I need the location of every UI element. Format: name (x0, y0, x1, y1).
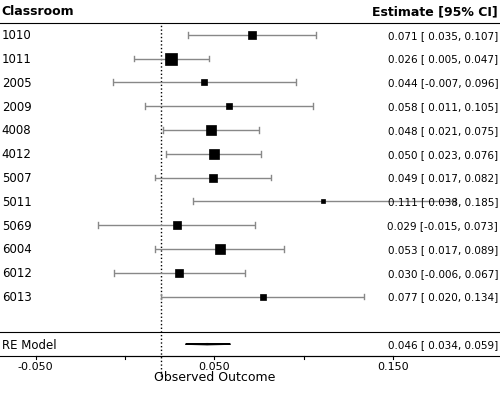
Text: 5011: 5011 (2, 195, 32, 208)
Text: 0.050: 0.050 (198, 361, 230, 371)
Text: 6004: 6004 (2, 243, 32, 256)
Text: 0.071 [ 0.035, 0.107]: 0.071 [ 0.035, 0.107] (388, 31, 498, 40)
Text: 0.044 [-0.007, 0.096]: 0.044 [-0.007, 0.096] (388, 78, 498, 88)
Text: 5069: 5069 (2, 219, 32, 232)
Text: 0.058 [ 0.011, 0.105]: 0.058 [ 0.011, 0.105] (388, 102, 498, 112)
Text: 0.046 [ 0.034, 0.059]: 0.046 [ 0.034, 0.059] (388, 339, 498, 349)
Text: 0.030 [-0.006, 0.067]: 0.030 [-0.006, 0.067] (388, 268, 498, 278)
Text: 0.111 [ 0.038, 0.185]: 0.111 [ 0.038, 0.185] (388, 197, 498, 207)
Text: 4008: 4008 (2, 124, 32, 137)
Text: 0.053 [ 0.017, 0.089]: 0.053 [ 0.017, 0.089] (388, 244, 498, 254)
Text: 2005: 2005 (2, 77, 32, 90)
Text: Observed Outcome: Observed Outcome (154, 370, 275, 383)
Text: 0.048 [ 0.021, 0.075]: 0.048 [ 0.021, 0.075] (388, 126, 498, 135)
Text: 0.050 [ 0.023, 0.076]: 0.050 [ 0.023, 0.076] (388, 150, 498, 159)
Text: 4012: 4012 (2, 148, 32, 161)
Text: 0.077 [ 0.020, 0.134]: 0.077 [ 0.020, 0.134] (388, 292, 498, 302)
Text: 2009: 2009 (2, 100, 32, 113)
Text: 5007: 5007 (2, 172, 32, 185)
Text: 0.029 [-0.015, 0.073]: 0.029 [-0.015, 0.073] (388, 221, 498, 230)
Text: -0.050: -0.050 (18, 361, 54, 371)
Text: 1010: 1010 (2, 29, 32, 42)
Text: 0.049 [ 0.017, 0.082]: 0.049 [ 0.017, 0.082] (388, 173, 498, 183)
Text: 0.150: 0.150 (377, 361, 408, 371)
Text: RE Model: RE Model (2, 338, 56, 351)
Text: Classroom: Classroom (2, 5, 74, 18)
Text: 6012: 6012 (2, 267, 32, 280)
Polygon shape (186, 344, 230, 345)
Text: Estimate [95% CI]: Estimate [95% CI] (372, 5, 498, 18)
Text: 0.026 [ 0.005, 0.047]: 0.026 [ 0.005, 0.047] (388, 55, 498, 64)
Text: 6013: 6013 (2, 290, 32, 303)
Text: 1011: 1011 (2, 53, 32, 66)
